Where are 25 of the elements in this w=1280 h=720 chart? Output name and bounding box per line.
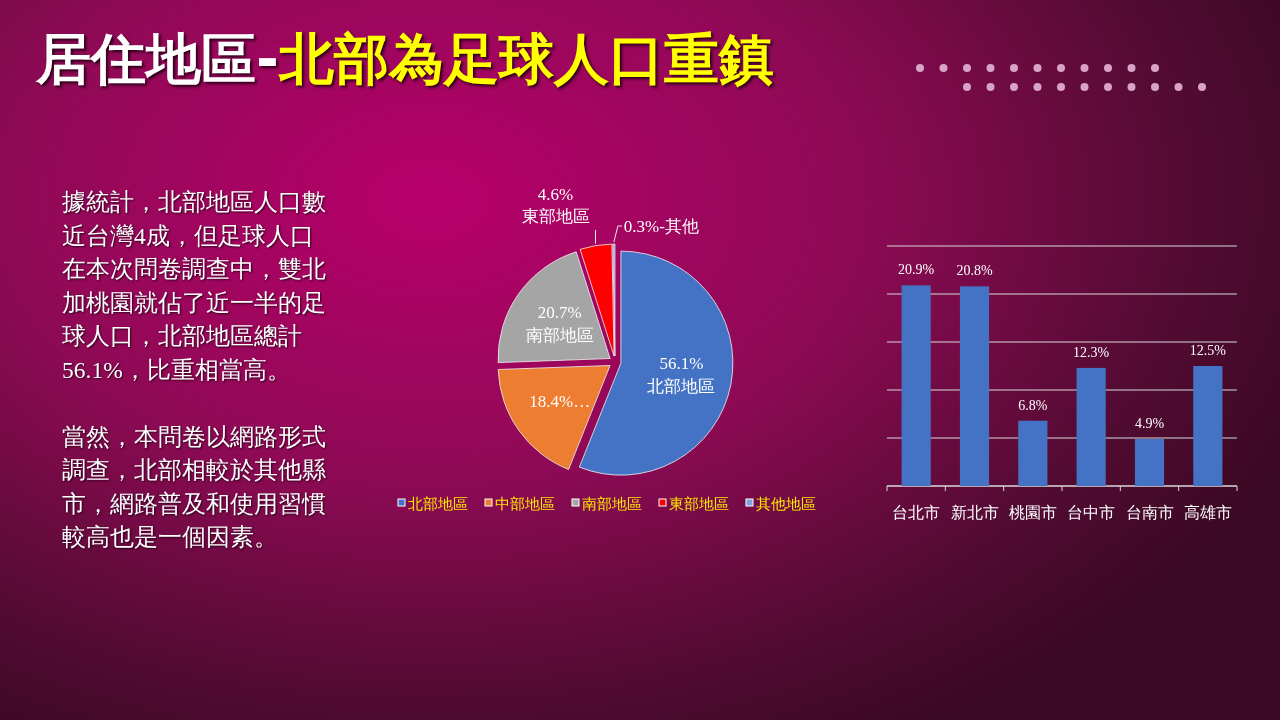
legend-label: 南部地區 xyxy=(582,495,642,512)
data-label: 12.5% xyxy=(1189,343,1227,358)
data-label: 0.3%-其他 xyxy=(623,217,699,236)
text: 據統計，北部地區人口數近台灣4成，但足球人口在本次問卷調查中，雙北加桃園就佔了近一半的足球人口，北部地區總計56.1%，比重相當高。 xyxy=(62,188,326,385)
legend-label: 中部地區 xyxy=(495,495,555,512)
data-label: 18.4%… xyxy=(529,391,591,411)
data-label: 4.9% xyxy=(1134,415,1165,431)
data-label: 12.3% xyxy=(1073,344,1110,360)
data-label: 20.7% 南部地區 xyxy=(525,302,594,345)
legend-label: 東部地區 xyxy=(669,495,729,512)
data-label: 20.9% xyxy=(898,262,935,278)
legend-label: 北部地區 xyxy=(408,495,468,512)
data-label: 20.8% xyxy=(956,263,993,279)
x-tick-label: 新北市 xyxy=(950,504,999,521)
x-tick-label: 高雄市 xyxy=(1183,504,1232,521)
x-tick-label: 桃園市 xyxy=(1008,504,1057,521)
data-label: 4.6% 東部地區 xyxy=(521,185,590,226)
x-tick-label: 台中市 xyxy=(1067,504,1116,521)
legend-label: 其他地區 xyxy=(756,495,816,512)
data-label: 56.1% 北部地區 xyxy=(647,354,716,397)
x-tick-label: 台南市 xyxy=(1125,504,1174,521)
data-label: 6.8% xyxy=(1018,397,1048,413)
text: 居住地區-北部為足球人口重鎮 xyxy=(36,27,774,91)
x-tick-label: 台北市 xyxy=(892,504,941,521)
text: 當然，本問卷以網路形式調查，北部相較於其他縣市，網路普及和使用習慣較高也是一個因素。 xyxy=(62,422,326,552)
